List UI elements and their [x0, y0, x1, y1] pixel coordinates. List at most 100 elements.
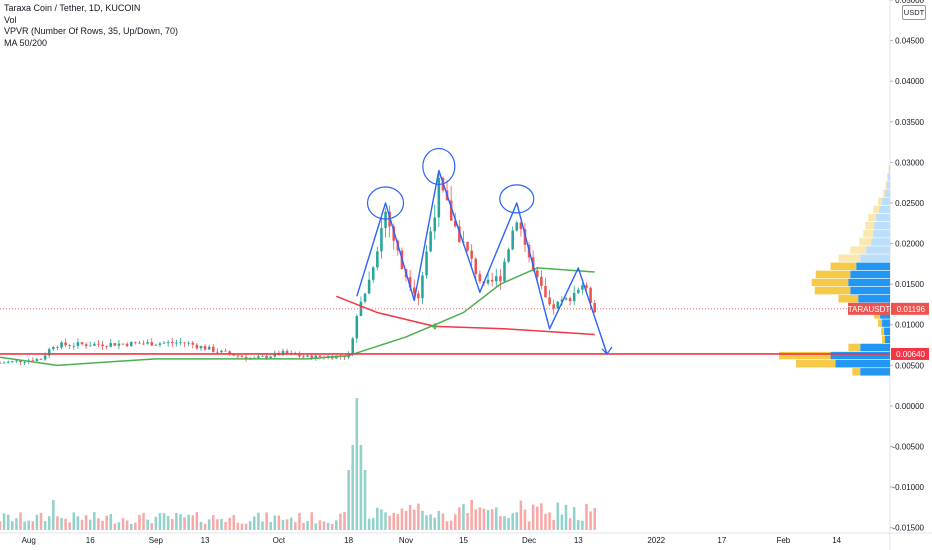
last-price-tag-label: 0.01196: [897, 305, 926, 314]
candle-body: [363, 293, 367, 302]
symbol-title[interactable]: Taraxa Coin / Tether, 1D, KUCOIN: [4, 3, 141, 13]
volume-bar: [97, 518, 100, 530]
volume-bar: [170, 519, 174, 530]
candle-body: [425, 251, 428, 276]
x-tick-label: Nov: [399, 536, 413, 545]
volume-bar: [240, 523, 244, 530]
vpvr-up-bar: [889, 165, 890, 173]
vpvr-down-bar: [882, 335, 886, 344]
vpvr-up-bar: [874, 221, 890, 230]
volume-bar: [187, 514, 190, 530]
candle-body: [314, 355, 318, 360]
x-tick-label: 13: [574, 536, 583, 545]
volume-bar: [367, 518, 371, 530]
vpvr-up-bar: [860, 254, 890, 262]
x-tick-label: Oct: [273, 536, 286, 545]
volume-bar: [166, 515, 170, 530]
candle-body: [236, 355, 240, 357]
volume-bar: [142, 512, 145, 530]
symbol-tag-bg: [848, 302, 890, 315]
candle-body: [72, 345, 76, 347]
candle-body: [384, 211, 387, 229]
volume-bar: [441, 513, 445, 530]
volume-bar: [421, 510, 424, 530]
y-tick-label: 0.03000: [895, 158, 924, 167]
vpvr-up-bar: [858, 295, 890, 303]
candle-body: [453, 220, 457, 227]
candle-body: [60, 342, 63, 348]
volume-bar: [564, 504, 568, 530]
volume-bar: [232, 515, 236, 530]
volume-bar: [351, 445, 354, 530]
candle-body: [31, 360, 35, 362]
vpvr-up-bar: [880, 311, 890, 319]
volume-bar: [548, 512, 551, 530]
x-tick-label: 13: [201, 536, 210, 545]
y-tick-label: -0.01000: [892, 483, 924, 492]
volume-bar: [355, 398, 359, 530]
candle-body: [52, 347, 55, 350]
volume-bar: [109, 514, 113, 530]
volume-bar: [269, 522, 272, 530]
volume-bar: [203, 523, 207, 530]
volume-bar: [589, 511, 592, 530]
volume-bar: [80, 519, 84, 530]
ma-indicator-label[interactable]: MA 50/200: [4, 37, 48, 48]
volume-bar: [68, 522, 71, 530]
vpvr-down-bar: [848, 343, 861, 352]
vpvr-up-bar: [876, 213, 890, 222]
volume-bar: [228, 517, 231, 530]
volume-bar: [314, 523, 318, 530]
candle-body: [216, 351, 219, 353]
candle-body: [0, 362, 2, 364]
volume-bar: [494, 507, 498, 530]
volume-bar: [224, 522, 227, 530]
volume-bar: [453, 514, 457, 530]
candle-body: [593, 303, 596, 313]
y-tick-label: 0.01000: [895, 321, 924, 330]
candle-body: [269, 356, 272, 359]
candle-body: [179, 342, 182, 344]
volume-bar: [519, 500, 523, 530]
y-tick-label: -0.00500: [892, 443, 924, 452]
candle-body: [224, 350, 227, 352]
candle-body: [39, 359, 43, 360]
volume-bar: [306, 521, 309, 530]
candle-body: [499, 276, 502, 282]
candle-body: [371, 267, 375, 280]
candle-body: [408, 277, 412, 288]
volume-bar: [445, 521, 449, 530]
candle-body: [19, 360, 22, 363]
volume-bar: [437, 510, 441, 530]
vpvr-up-bar: [882, 319, 890, 327]
vpvr-up-bar: [885, 335, 890, 344]
candle-body: [228, 351, 231, 355]
vpvr-up-bar: [873, 230, 890, 238]
volume-bar: [64, 518, 67, 530]
candle-body: [76, 342, 80, 346]
volume-bar: [236, 522, 240, 530]
volume-bar: [117, 522, 121, 530]
candle-body: [154, 344, 158, 346]
candle-body: [585, 285, 588, 288]
volume-bar: [43, 521, 47, 530]
pattern-peak-circle: [422, 147, 456, 186]
vpvr-indicator-label[interactable]: VPVR (Number Of Rows, 35, Up/Down, 70): [4, 26, 179, 36]
candle-body: [64, 342, 67, 346]
currency-unit-badge[interactable]: USDT: [902, 5, 926, 20]
volume-bar: [56, 516, 59, 530]
volume-indicator-label[interactable]: Vol: [4, 14, 17, 25]
volume-bar: [88, 519, 92, 530]
volume-bar: [462, 504, 465, 530]
volume-bar: [404, 510, 408, 530]
vpvr-down-bar: [814, 286, 851, 295]
candle-body: [187, 342, 190, 344]
volume-bar: [2, 513, 6, 530]
candle-body: [23, 362, 26, 363]
volume-bar: [93, 512, 96, 530]
volume-bar: [285, 519, 289, 530]
symbol-tag-label: TARAUSDT: [848, 305, 891, 314]
volume-bar: [572, 507, 576, 530]
volume-bar: [125, 520, 129, 530]
